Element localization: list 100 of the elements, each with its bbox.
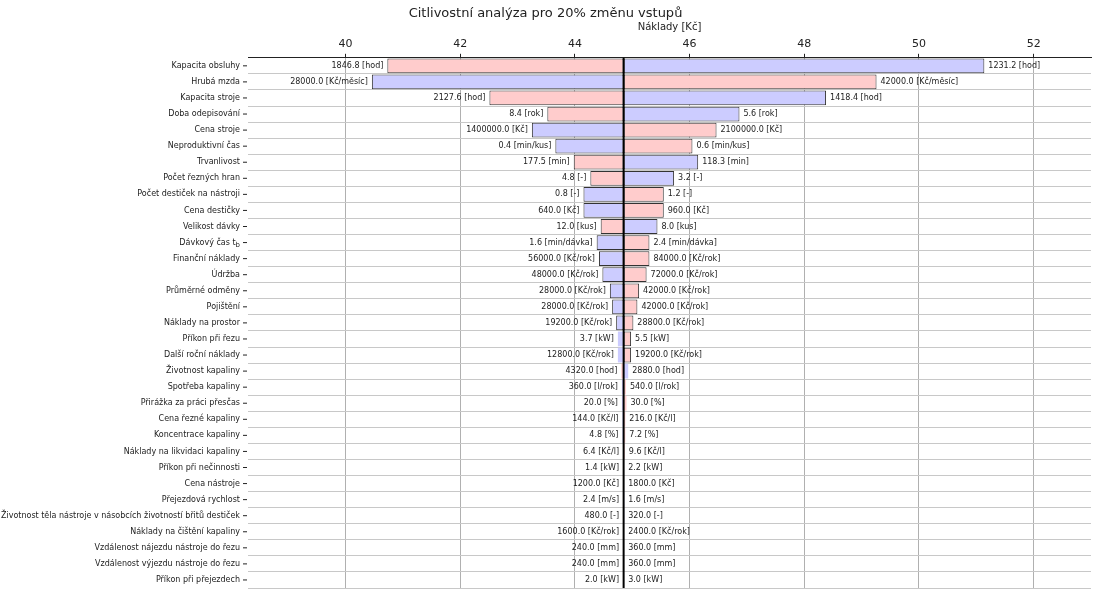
y-tick-label: Přirážka za práci přesčas xyxy=(140,397,241,408)
y-tick-label: Životnost těla nástroje v násobcích životností břitů destiček xyxy=(0,508,241,520)
y-tick-label: Neproduktivní čas xyxy=(167,140,240,151)
y-tick-label: Kapacita stroje xyxy=(180,93,241,103)
annotation: 1418.4 [hod] xyxy=(830,93,882,103)
annotation: 5.5 [kW] xyxy=(635,334,670,344)
annotation: 2880.0 [hod] xyxy=(632,366,685,376)
annotation: 5.6 [rok] xyxy=(743,109,778,119)
annotation: 540.0 [l/rok] xyxy=(629,382,680,392)
annotation: 480.0 [-] xyxy=(584,510,620,520)
annotation: 28000.0 [Kč/rok] xyxy=(541,300,609,311)
y-tick-label: Velikost dávky xyxy=(182,221,241,231)
chart-title: Citlivostní analýza pro 20% změnu vstupů xyxy=(408,5,683,21)
y-tick-label: Cena nástroje xyxy=(184,478,241,488)
annotation: 42000.0 [Kč/rok] xyxy=(641,300,709,311)
annotation: 19200.0 [Kč/rok] xyxy=(545,316,613,327)
annotation: 320.0 [-] xyxy=(628,510,663,520)
y-tick-label: Finanční náklady xyxy=(172,252,241,263)
x-tick-label: 44 xyxy=(567,37,582,51)
y-tick-label: Náklady na likvidaci kapaliny xyxy=(123,446,241,456)
annotation: 9.6 [Kč/l] xyxy=(628,445,665,456)
annotation: 1800.0 [Kč] xyxy=(628,477,675,488)
x-tick-label: 50 xyxy=(911,37,926,51)
x-tick-label: 52 xyxy=(1026,37,1041,51)
annotation: 30.0 [%] xyxy=(630,398,665,408)
annotation: 2.4 [m/s] xyxy=(582,494,620,504)
annotation: 0.8 [-] xyxy=(555,189,580,199)
annotation: 3.0 [kW] xyxy=(628,575,663,585)
annotation: 1600.0 [Kč/rok] xyxy=(557,525,620,536)
y-tick-label: Spotřeba kapaliny xyxy=(167,382,241,392)
annotation: 4.8 [%] xyxy=(589,430,619,440)
y-tick-label: Vzdálenost výjezdu nástroje do řezu xyxy=(95,558,240,568)
annotation: 7.2 [%] xyxy=(629,430,659,440)
annotation: 28800.0 [Kč/rok] xyxy=(637,316,705,327)
annotation: 1231.2 [hod] xyxy=(988,60,1041,70)
y-tick-label: Náklady na prostor xyxy=(163,317,241,327)
y-tick-label: Další roční náklady xyxy=(164,349,241,360)
x-tick-label: 48 xyxy=(797,37,812,51)
annotation: 1846.8 [hod] xyxy=(331,60,384,70)
annotation: 8.0 [kus] xyxy=(661,221,697,231)
annotation: 2.4 [min/dávka] xyxy=(653,237,717,247)
annotation: 360.0 [mm] xyxy=(628,558,676,568)
y-tick-label: Přejezdová rychlost xyxy=(161,494,241,504)
annotation: 240.0 [mm] xyxy=(571,542,620,552)
y-tick-label: Pojištění xyxy=(206,300,241,311)
y-tick-label: Průměrné odměny xyxy=(166,284,241,295)
annotation: 1200.0 [Kč] xyxy=(572,477,620,488)
y-tick-label: Koncentrace kapaliny xyxy=(153,430,241,440)
x-axis-title: Náklady [Kč] xyxy=(637,21,702,33)
annotation: 360.0 [l/rok] xyxy=(568,382,618,392)
y-tick-label: Životnost kapaliny xyxy=(166,364,241,376)
annotation: 118.3 [min] xyxy=(702,157,749,167)
y-tick-label: Údržba xyxy=(211,267,241,279)
annotation: 12.0 [kus] xyxy=(556,221,597,231)
y-tick-label: Příkon při nečinnosti xyxy=(158,461,240,472)
x-tick-label: 46 xyxy=(682,37,697,51)
annotation: 28000.0 [Kč/měsíc] xyxy=(290,75,368,86)
annotation: 640.0 [Kč] xyxy=(538,204,580,215)
annotation: 20.0 [%] xyxy=(583,398,618,408)
annotation: 72000.0 [Kč/rok] xyxy=(650,268,718,279)
annotation: 177.5 [min] xyxy=(522,157,570,167)
annotation: 0.6 [min/kus] xyxy=(696,141,750,151)
annotation: 1400000.0 [Kč] xyxy=(466,124,528,135)
annotation: 12800.0 [Kč/rok] xyxy=(547,349,614,360)
y-tick-label: Cena destičky xyxy=(183,204,241,215)
y-tick-label: Příkon při přejezdech xyxy=(155,575,240,585)
annotation: 0.4 [min/kus] xyxy=(498,141,552,151)
y-tick-label: Doba odepisování xyxy=(168,109,241,119)
annotation: 1.6 [m/s] xyxy=(628,494,665,504)
y-tick-label: Trvanlivost xyxy=(195,157,241,167)
annotation: 216.0 [Kč/l] xyxy=(629,413,676,424)
annotation: 3.2 [-] xyxy=(678,173,703,183)
x-tick-label: 42 xyxy=(453,37,468,51)
annotation: 360.0 [mm] xyxy=(628,542,676,552)
annotation: 48000.0 [Kč/rok] xyxy=(531,268,599,279)
annotation: 4320.0 [hod] xyxy=(565,366,618,376)
annotation: 2100000.0 [Kč] xyxy=(720,124,783,135)
y-tick-label: Hrubá mzda xyxy=(191,76,241,86)
annotation: 1.4 [kW] xyxy=(584,462,620,472)
annotation: 960.0 [Kč] xyxy=(667,204,710,215)
annotation: 19200.0 [Kč/rok] xyxy=(635,349,702,360)
annotation: 42000.0 [Kč/měsíc] xyxy=(880,75,959,86)
annotation: 3.7 [kW] xyxy=(579,334,614,344)
annotation: 2127.6 [hod] xyxy=(433,93,486,103)
annotation: 42000.0 [Kč/rok] xyxy=(643,284,710,295)
y-tick-label: Cena řezné kapaliny xyxy=(158,413,241,424)
annotation: 144.0 [Kč/l] xyxy=(572,413,619,424)
y-tick-label: Kapacita obsluhy xyxy=(171,60,241,70)
y-tick-label: Počet řezných hran xyxy=(163,172,241,183)
annotation: 56000.0 [Kč/rok] xyxy=(528,252,595,263)
y-tick-label: Náklady na čištění kapaliny xyxy=(130,525,241,536)
annotation: 84000.0 [Kč/rok] xyxy=(653,252,721,263)
annotation: 240.0 [mm] xyxy=(571,558,620,568)
y-tick-label: Počet destiček na nástroji xyxy=(137,188,240,199)
annotation: 2.0 [kW] xyxy=(584,575,620,585)
annotation: 1.6 [min/dávka] xyxy=(529,237,593,247)
annotation: 2400.0 [Kč/rok] xyxy=(628,525,690,536)
annotation: 1.2 [-] xyxy=(667,189,693,199)
annotation: 8.4 [rok] xyxy=(509,109,544,119)
annotation: 6.4 [Kč/l] xyxy=(582,445,620,456)
